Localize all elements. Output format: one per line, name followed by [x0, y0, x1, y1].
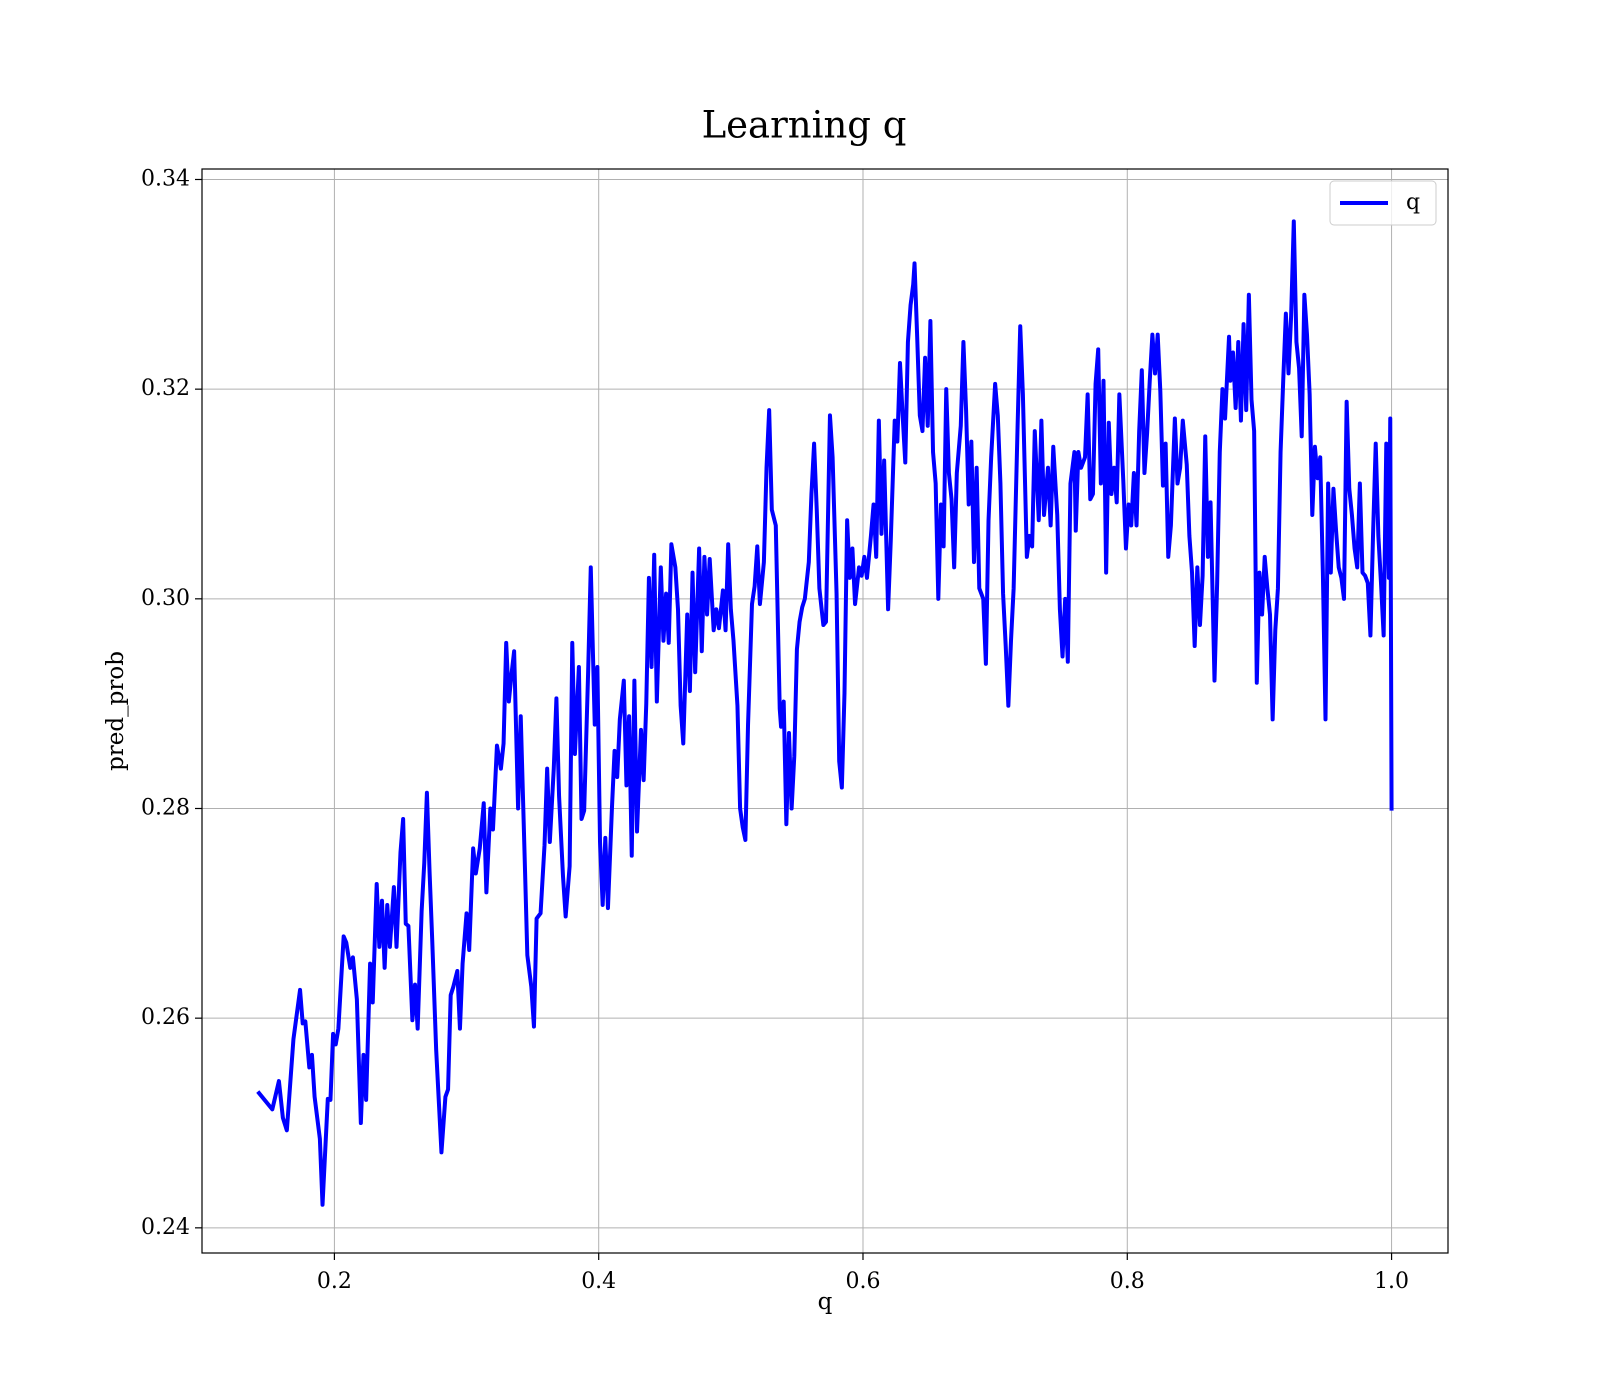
x-tick-label: 0.4	[581, 1269, 616, 1294]
y-tick-label: 0.28	[141, 795, 190, 820]
y-tick-label: 0.26	[141, 1005, 190, 1030]
x-tick-label: 1.0	[1374, 1269, 1409, 1294]
x-tick-label: 0.6	[845, 1269, 880, 1294]
y-tick-label: 0.30	[141, 586, 190, 611]
y-tick-label: 0.34	[141, 166, 190, 191]
plot-frame	[201, 168, 1449, 1254]
chart-title: Learning q	[702, 104, 907, 147]
plot-lines	[256, 219, 1394, 1207]
legend: q	[1329, 180, 1437, 226]
legend-label: q	[1406, 190, 1420, 215]
x-tick-label: 0.8	[1110, 1269, 1145, 1294]
y-tick-label: 0.24	[141, 1215, 190, 1240]
series-line	[256, 219, 1394, 1207]
y-tick-label: 0.32	[141, 376, 190, 401]
ticks: 0.2 0.4 0.6 0.8 1.0 0.24 0.26 0.28 0.30 0.32 0.34	[141, 166, 1409, 1294]
x-tick-label: 0.2	[317, 1269, 352, 1294]
y-axis-label: pred_prob	[103, 651, 129, 771]
x-axis-label: q	[818, 1289, 833, 1315]
